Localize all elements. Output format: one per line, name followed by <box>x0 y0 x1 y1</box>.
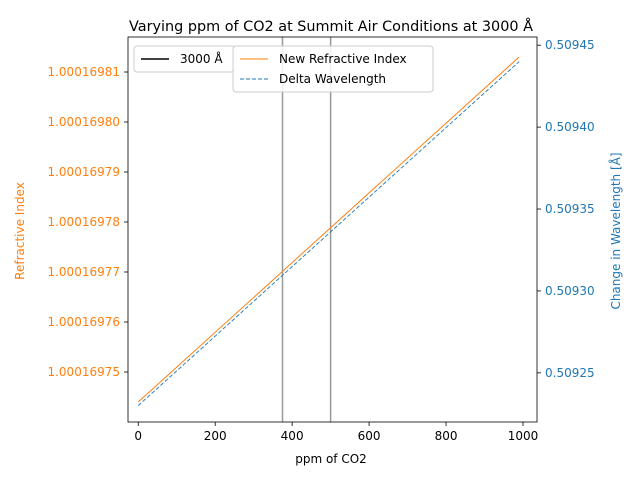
axes-frame <box>127 36 538 423</box>
legend-right: New Refractive Index Delta Wavelength <box>232 45 434 93</box>
legend-right-box <box>232 45 434 93</box>
y-left-tick-label-2: 1.00016977 <box>47 265 120 279</box>
axes: 0 200 400 600 800 1000 1.00016975 1.00016976 1.0… <box>47 36 595 443</box>
y-left-tick-label-3: 1.00016978 <box>47 215 120 229</box>
x-tick-label-800: 800 <box>435 429 458 443</box>
x-tick-label-600: 600 <box>358 429 381 443</box>
y-right-tick-label-2: 0.50935 <box>545 202 595 216</box>
y-axis-right-label: Change in Wavelength [Å] <box>608 152 623 309</box>
y-right-tick-label-3: 0.50940 <box>545 120 595 134</box>
y-right-tick-label-4: 0.50945 <box>545 38 595 52</box>
y-right-tick-label-1: 0.50930 <box>545 284 595 298</box>
y-left-tick-label-4: 1.00016979 <box>47 165 120 179</box>
x-tick-label-1000: 1000 <box>508 429 539 443</box>
legend-left: 3000 Å <box>133 45 236 73</box>
plot-area <box>137 37 520 422</box>
y-left-tick-label-0: 1.00016975 <box>47 365 120 379</box>
chart-title: Varying ppm of CO2 at Summit Air Conditi… <box>129 18 533 35</box>
y-axis-left-label: Refractive Index <box>13 182 27 280</box>
y-left-tick-label-1: 1.00016976 <box>47 315 120 329</box>
x-tick-label-0: 0 <box>134 429 142 443</box>
x-axis-label: ppm of CO2 <box>295 452 367 466</box>
legend-right-label-1: Delta Wavelength <box>279 72 386 86</box>
legends: 3000 Å New Refractive Index Delta Waveleng… <box>133 45 434 93</box>
series-line-1 <box>137 61 520 406</box>
series-line-0 <box>137 56 520 403</box>
y-left-tick-label-6: 1.00016981 <box>47 65 120 79</box>
legend-left-label-0: 3000 Å <box>180 51 223 66</box>
y-left-tick-label-5: 1.00016980 <box>47 115 120 129</box>
x-tick-label-200: 200 <box>204 429 227 443</box>
x-tick-label-400: 400 <box>281 429 304 443</box>
y-right-tick-label-0: 0.50925 <box>545 366 595 380</box>
legend-right-label-0: New Refractive Index <box>279 52 407 66</box>
